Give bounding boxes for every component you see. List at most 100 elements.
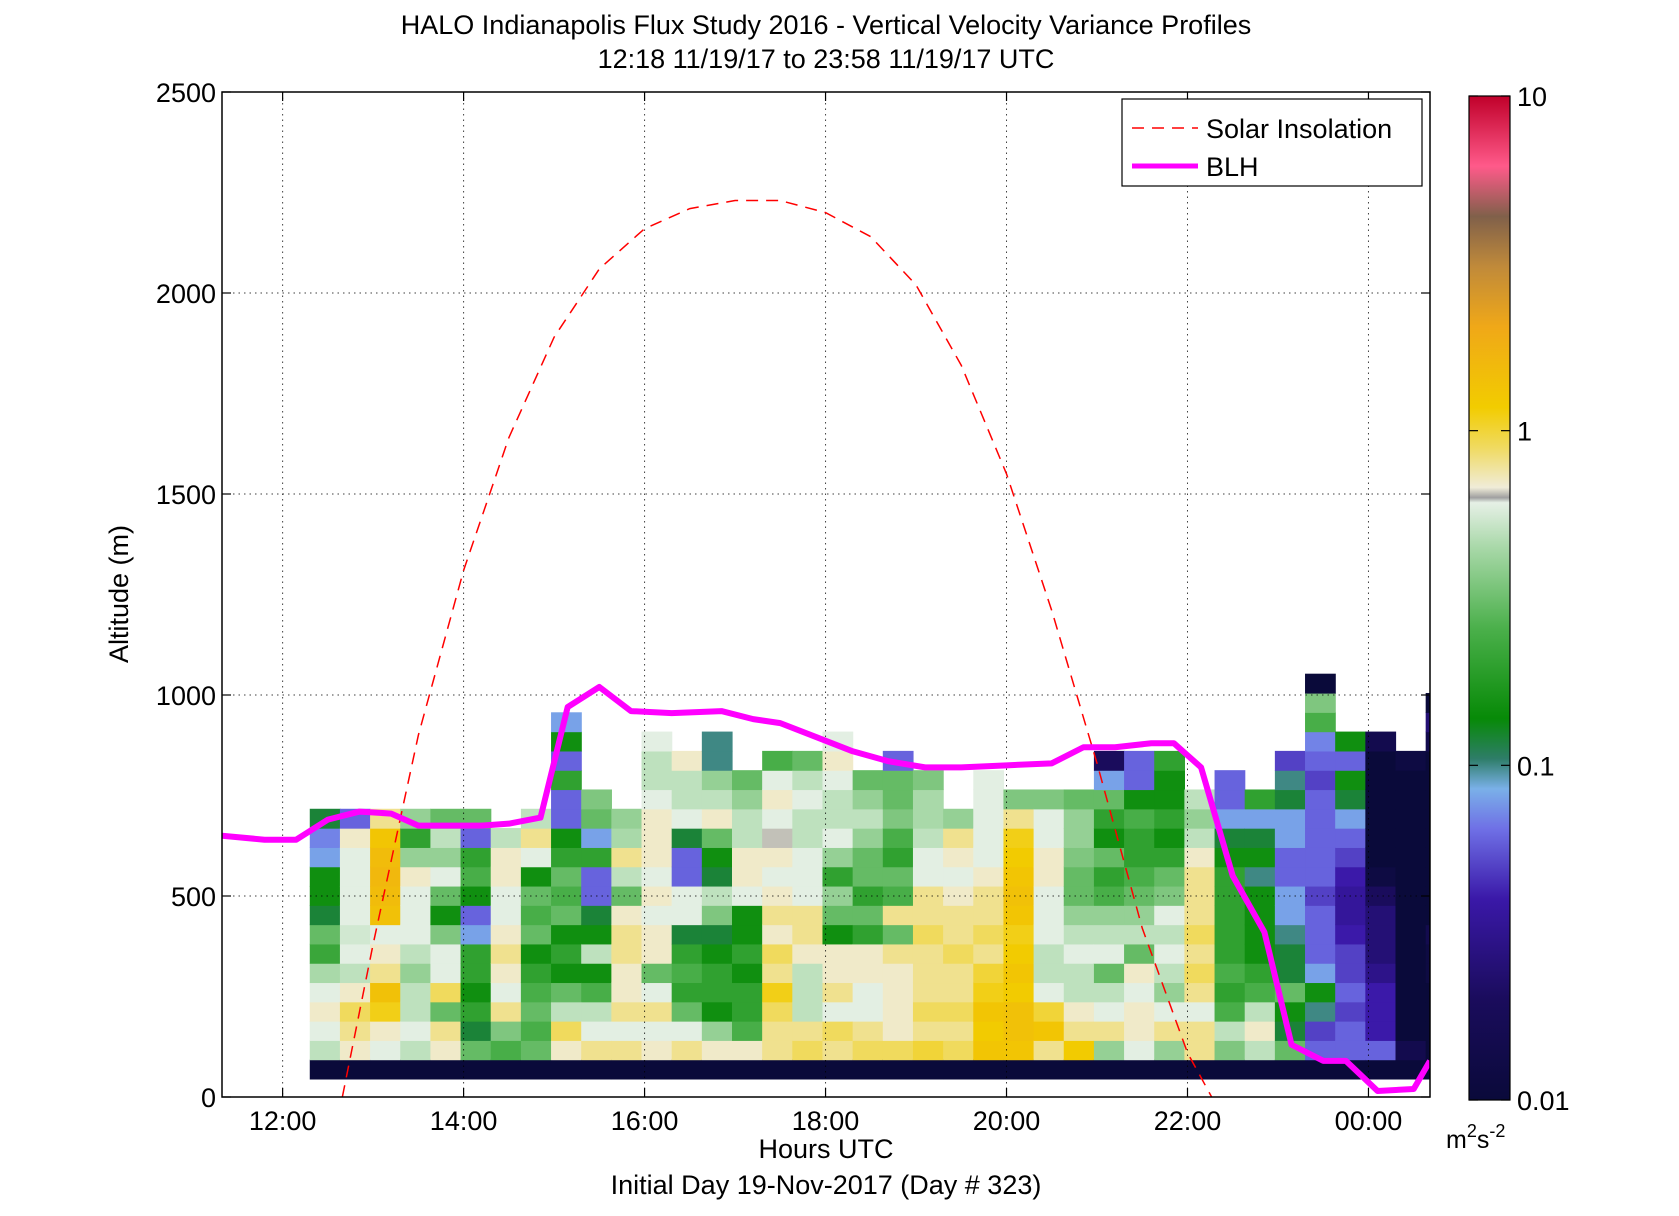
y-tick-label: 1500 (156, 480, 216, 510)
heatmap-cell (430, 924, 462, 945)
heatmap-cell (460, 982, 492, 1003)
heatmap-cell (460, 943, 492, 964)
heatmap-cell (943, 828, 974, 848)
heatmap-cell (309, 847, 341, 868)
heatmap-cell (1154, 1021, 1185, 1041)
heatmap-cell (1093, 789, 1125, 810)
heatmap-cell (1305, 1059, 1336, 1080)
heatmap-cell (370, 943, 401, 964)
heatmap-cell (1305, 808, 1336, 829)
heatmap-cell (762, 1040, 793, 1061)
heatmap-cell (1425, 712, 1430, 733)
heatmap-cell (912, 789, 944, 810)
heatmap-cell (671, 982, 703, 1003)
heatmap-cell (1365, 750, 1397, 771)
heatmap-cell (339, 847, 371, 868)
heatmap-cell (852, 982, 884, 1003)
heatmap-cell (792, 789, 824, 810)
heatmap-cell (309, 982, 341, 1003)
heatmap-cell (400, 1059, 432, 1080)
heatmap-cell (430, 963, 462, 984)
heatmap-cell (1033, 885, 1065, 906)
heatmap-cell (1395, 808, 1427, 829)
heatmap-cell (1244, 963, 1276, 984)
heatmap-cell (1335, 731, 1366, 752)
heatmap-cell (762, 943, 793, 964)
heatmap-cell (1124, 847, 1155, 868)
heatmap-cell (973, 866, 1005, 887)
heatmap-cell (973, 1040, 1005, 1061)
heatmap-cell (943, 943, 974, 964)
heatmap-cell (370, 1001, 401, 1022)
heatmap-cell (973, 885, 1005, 906)
heatmap-cell (852, 905, 884, 926)
heatmap-cell (1365, 847, 1397, 868)
heatmap-cell (1214, 905, 1246, 926)
heatmap-cell (551, 885, 582, 906)
heatmap-cell (1425, 905, 1430, 926)
heatmap-cell (1365, 943, 1397, 964)
heatmap-cell (943, 866, 974, 887)
heatmap-cell (1214, 1001, 1246, 1022)
heatmap-cell (641, 770, 673, 791)
heatmap-cell (1365, 789, 1397, 810)
heatmap-cell (1154, 828, 1185, 848)
heatmap-cell (430, 828, 462, 848)
heatmap-cell (973, 1059, 1005, 1080)
heatmap-cell (581, 982, 612, 1003)
heatmap-cell (1214, 982, 1246, 1003)
heatmap-cell (1274, 847, 1306, 868)
heatmap-cell (732, 924, 763, 945)
heatmap-cell (581, 789, 612, 810)
heatmap-cell (460, 905, 492, 926)
heatmap-cell (1214, 770, 1246, 791)
heatmap-cell (732, 808, 763, 829)
heatmap-cell (882, 1040, 914, 1061)
heatmap-cell (882, 924, 914, 945)
heatmap-cell (1003, 808, 1035, 829)
heatmap-cell (551, 770, 582, 791)
heatmap-cell (1335, 924, 1366, 945)
heatmap-cell (641, 982, 673, 1003)
heatmap-cell (430, 1021, 462, 1041)
heatmap-cell (1274, 1059, 1306, 1080)
x-axis-sublabel: Initial Day 19-Nov-2017 (Day # 323) (611, 1170, 1042, 1200)
heatmap-cell (1305, 847, 1336, 868)
heatmap-cell (943, 1059, 974, 1080)
heatmap-cell (671, 1040, 703, 1061)
heatmap-cell (762, 808, 793, 829)
heatmap-cell (460, 1040, 492, 1061)
y-axis-label: Altitude (m) (104, 525, 134, 663)
heatmap-cell (1063, 982, 1095, 1003)
heatmap-cell (1305, 789, 1336, 810)
heatmap-cell (852, 963, 884, 984)
heatmap-cell (1305, 770, 1336, 791)
heatmap-cell (430, 885, 462, 906)
heatmap-cell (973, 924, 1005, 945)
heatmap-cell (822, 1001, 854, 1022)
heatmap-cell (1063, 963, 1095, 984)
heatmap-cell (1003, 1021, 1035, 1041)
heatmap-cell (671, 750, 703, 771)
heatmap-cell (1395, 924, 1427, 945)
heatmap-cell (1003, 905, 1035, 926)
heatmap-cell (520, 924, 552, 945)
heatmap-cell (762, 963, 793, 984)
heatmap-cell (611, 943, 643, 964)
heatmap-cell (671, 770, 703, 791)
heatmap-cell (1335, 982, 1366, 1003)
heatmap-cell (551, 1059, 582, 1080)
heatmap-cell (1184, 1059, 1216, 1080)
heatmap-cell (1003, 828, 1035, 848)
heatmap-cell (1124, 982, 1155, 1003)
heatmap-cell (701, 963, 733, 984)
heatmap-cell (822, 885, 854, 906)
heatmap-cell (370, 847, 401, 868)
heatmap-cell (822, 866, 854, 887)
colorbar-units-sup1: 2 (1467, 1121, 1477, 1141)
heatmap-cell (400, 905, 432, 926)
heatmap-cell (460, 963, 492, 984)
heatmap-cell (611, 866, 643, 887)
heatmap-cell (1395, 1040, 1427, 1061)
